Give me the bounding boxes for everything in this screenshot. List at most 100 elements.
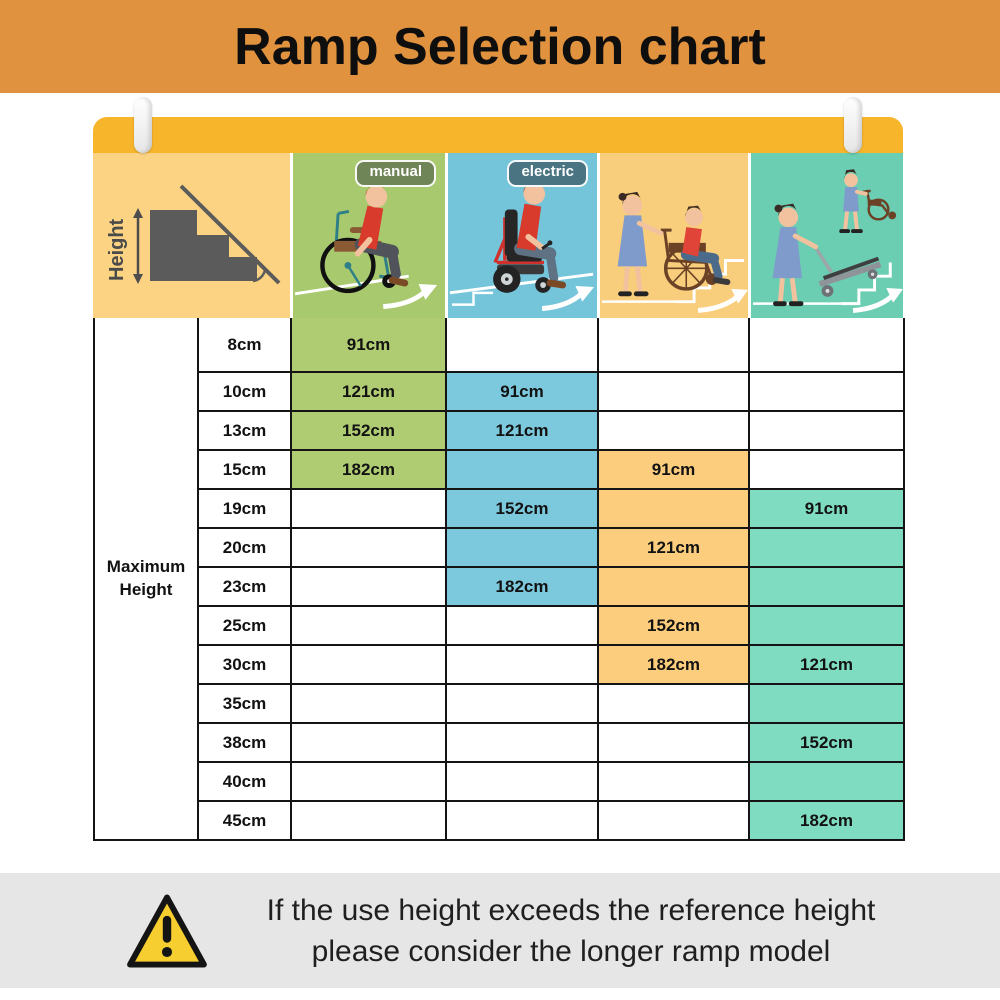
panel-trolley (748, 153, 903, 318)
electric-wheelchair-illustration (449, 180, 595, 311)
table-row: 35cm (94, 683, 905, 724)
ramp-length-cell-assisted-35cm (597, 683, 750, 724)
height-cell-45cm: 45cm (197, 800, 292, 841)
ramp-length-cell-manual-8cm: 91cm (290, 318, 447, 373)
ramp-selection-table: Maximum Height 8cm 91cm 10cm 121cm 91cm 13cm 15… (93, 318, 905, 841)
ramp-length-cell-trolley-23cm (748, 566, 905, 607)
table-row: 30cm 182cm 121cm (94, 644, 905, 685)
ramp-length-cell-electric-19cm: 152cm (445, 488, 599, 529)
table-row: 25cm 152cm (94, 605, 905, 646)
row-header-maximum-height: Maximum Height (93, 318, 199, 841)
ramp-length-cell-assisted-30cm: 182cm (597, 644, 750, 685)
electric-badge: electric (507, 160, 588, 187)
ramp-length-cell-trolley-45cm: 182cm (748, 800, 905, 841)
warning-text: If the use height exceeds the reference … (267, 890, 876, 972)
ramp-length-cell-electric-25cm (445, 605, 599, 646)
ramp-length-cell-trolley-35cm (748, 683, 905, 724)
ramp-length-cell-assisted-45cm (597, 800, 750, 841)
ramp-length-cell-manual-25cm (290, 605, 447, 646)
ramp-length-cell-trolley-13cm (748, 410, 905, 451)
ramp-length-cell-assisted-10cm (597, 371, 750, 412)
ramp-length-cell-manual-10cm: 121cm (290, 371, 447, 412)
ramp-length-cell-assisted-15cm: 91cm (597, 449, 750, 490)
page-title: Ramp Selection chart (234, 17, 766, 76)
table-row: 15cm 182cm 91cm (94, 449, 905, 490)
hanger-clip-left-icon (134, 97, 152, 153)
panel-electric-wheelchair: electric (445, 153, 597, 318)
table-row: 45cm 182cm (94, 800, 905, 841)
ramp-length-cell-manual-45cm (290, 800, 447, 841)
ramp-length-cell-trolley-38cm: 152cm (748, 722, 905, 763)
ramp-length-cell-manual-20cm (290, 527, 447, 568)
warning-banner: If the use height exceeds the reference … (0, 873, 1000, 988)
ramp-length-cell-manual-23cm (290, 566, 447, 607)
table-row: 40cm (94, 761, 905, 802)
height-cell-10cm: 10cm (197, 371, 292, 412)
manual-wheelchair-illustration (294, 183, 438, 310)
height-cell-15cm: 15cm (197, 449, 292, 490)
table-row: 10cm 121cm 91cm (94, 371, 905, 412)
trolley-and-wheelchair-illustration (752, 169, 903, 313)
ramp-length-cell-trolley-8cm (748, 318, 905, 373)
ramp-length-cell-assisted-19cm (597, 488, 750, 529)
ramp-length-cell-manual-19cm (290, 488, 447, 529)
ramp-length-cell-trolley-20cm (748, 527, 905, 568)
ramp-length-cell-assisted-20cm: 121cm (597, 527, 750, 568)
ramp-length-cell-assisted-25cm: 152cm (597, 605, 750, 646)
table-row: 19cm 152cm 91cm (94, 488, 905, 529)
height-cell-23cm: 23cm (197, 566, 292, 607)
warning-text-line2: please consider the longer ramp model (311, 934, 831, 968)
ramp-length-cell-electric-40cm (445, 761, 599, 802)
header-panels: Height manual (93, 153, 903, 318)
ramp-length-cell-electric-13cm: 121cm (445, 410, 599, 451)
ramp-length-cell-manual-35cm (290, 683, 447, 724)
height-cell-19cm: 19cm (197, 488, 292, 529)
ramp-length-cell-manual-38cm (290, 722, 447, 763)
height-axis-label: Height (106, 218, 128, 281)
table-row: 23cm 182cm (94, 566, 905, 607)
ramp-length-cell-electric-15cm (445, 449, 599, 490)
stairs-ramp-icon: Height (106, 184, 281, 285)
height-cell-35cm: 35cm (197, 683, 292, 724)
table-row: 13cm 152cm 121cm (94, 410, 905, 451)
ramp-length-cell-manual-30cm (290, 644, 447, 685)
ramp-length-cell-electric-10cm: 91cm (445, 371, 599, 412)
ramp-length-cell-assisted-23cm (597, 566, 750, 607)
ramp-length-cell-electric-8cm (445, 318, 599, 373)
table-row: 38cm 152cm (94, 722, 905, 763)
ramp-length-cell-assisted-8cm (597, 318, 750, 373)
ramp-length-cell-trolley-30cm: 121cm (748, 644, 905, 685)
ramp-length-cell-manual-40cm (290, 761, 447, 802)
table-row: 20cm 121cm (94, 527, 905, 568)
panel-manual-wheelchair: manual (290, 153, 445, 318)
ramp-table-body: Maximum Height 8cm 91cm 10cm 121cm 91cm 13cm 15… (93, 318, 905, 841)
hanger-clip-right-icon (844, 97, 862, 153)
calendar-top-bar (93, 117, 903, 153)
warning-text-line1: If the use height exceeds the reference … (266, 893, 876, 927)
ramp-length-cell-electric-38cm (445, 722, 599, 763)
ramp-length-cell-assisted-38cm (597, 722, 750, 763)
height-cell-30cm: 30cm (197, 644, 292, 685)
table-row: Maximum Height 8cm 91cm (93, 318, 905, 841)
ramp-length-cell-trolley-15cm (748, 449, 905, 490)
panel-attendant-wheelchair (597, 153, 748, 318)
height-cell-8cm: 8cm (197, 318, 292, 373)
ramp-length-cell-trolley-10cm (748, 371, 905, 412)
height-cell-38cm: 38cm (197, 722, 292, 763)
panel-height-diagram: Height (93, 153, 290, 318)
ramp-length-cell-manual-13cm: 152cm (290, 410, 447, 451)
ramp-length-cell-trolley-25cm (748, 605, 905, 646)
ramp-length-cell-electric-45cm (445, 800, 599, 841)
ramp-length-cell-trolley-19cm: 91cm (748, 488, 905, 529)
ramp-length-cell-manual-15cm: 182cm (290, 449, 447, 490)
height-cell-40cm: 40cm (197, 761, 292, 802)
manual-badge: manual (355, 160, 436, 187)
height-cell-25cm: 25cm (197, 605, 292, 646)
ramp-length-cell-electric-20cm (445, 527, 599, 568)
title-banner: Ramp Selection chart (0, 0, 1000, 93)
height-cell-13cm: 13cm (197, 410, 292, 451)
warning-triangle-icon (126, 893, 207, 968)
ramp-length-cell-assisted-40cm (597, 761, 750, 802)
ramp-length-cell-electric-23cm: 182cm (445, 566, 599, 607)
